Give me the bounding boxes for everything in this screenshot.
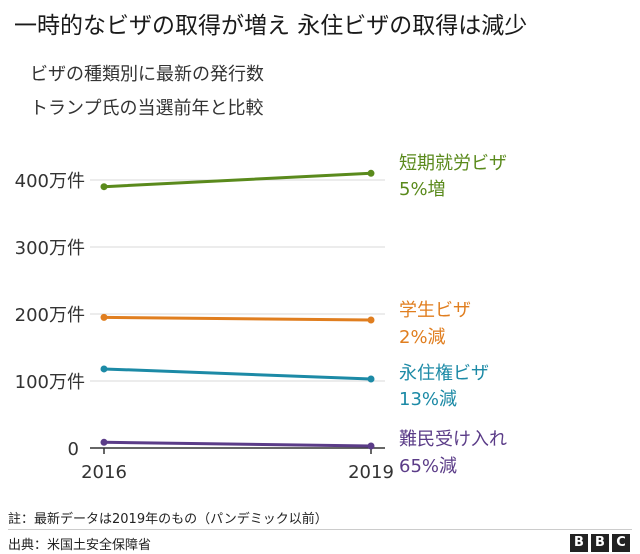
logo-letter-b1: B: [570, 534, 588, 552]
y-tick-label: 400万件: [15, 171, 85, 192]
series-label: 永住権ビザ: [399, 363, 489, 384]
footer-divider: [8, 529, 632, 530]
data-point: [100, 313, 108, 321]
y-tick-label: 0: [68, 439, 79, 460]
logo-letter-b2: B: [591, 534, 609, 552]
x-tick-label: 2019: [348, 462, 394, 483]
series-change-label: 65%減: [399, 456, 457, 477]
data-point: [100, 438, 108, 446]
line-chart: 0 100万件 200万件 300万件 400万件 2016 2019 短期就労ビザ 5%増学生…: [15, 153, 507, 483]
series-label: 学生ビザ: [399, 300, 471, 321]
bbc-logo: B B C: [570, 534, 630, 552]
series-label: 短期就労ビザ: [399, 153, 507, 174]
y-tick-label: 100万件: [15, 372, 85, 393]
data-point: [367, 442, 375, 450]
y-tick-label: 200万件: [15, 305, 85, 326]
series-change-label: 5%増: [399, 179, 446, 200]
series-line: [102, 171, 373, 189]
series-change-label: 13%減: [399, 389, 457, 410]
data-point: [100, 183, 108, 191]
data-point: [367, 316, 375, 324]
logo-letter-c: C: [612, 534, 630, 552]
footnote: 註：最新データは2019年のもの（パンデミック以前）: [8, 512, 328, 527]
x-tick-label: 2016: [81, 462, 127, 483]
chart-title: 一時的なビザの取得が増え 永住ビザの取得は減少: [14, 13, 528, 39]
series-line: [102, 440, 373, 448]
y-tick-label: 300万件: [15, 238, 85, 259]
series-label: 難民受け入れ: [399, 429, 507, 450]
series-line: [102, 367, 373, 381]
data-point: [367, 375, 375, 383]
data-point: [100, 365, 108, 373]
source-text: 出典：米国土安全保障省: [8, 538, 152, 553]
series-line: [102, 315, 373, 322]
chart-subtitle-line1: ビザの種類別に最新の発行数: [30, 64, 264, 85]
series-change-label: 2%減: [399, 327, 446, 348]
data-point: [367, 169, 375, 177]
chart-subtitle-line2: トランプ氏の当選前年と比較: [30, 98, 264, 119]
